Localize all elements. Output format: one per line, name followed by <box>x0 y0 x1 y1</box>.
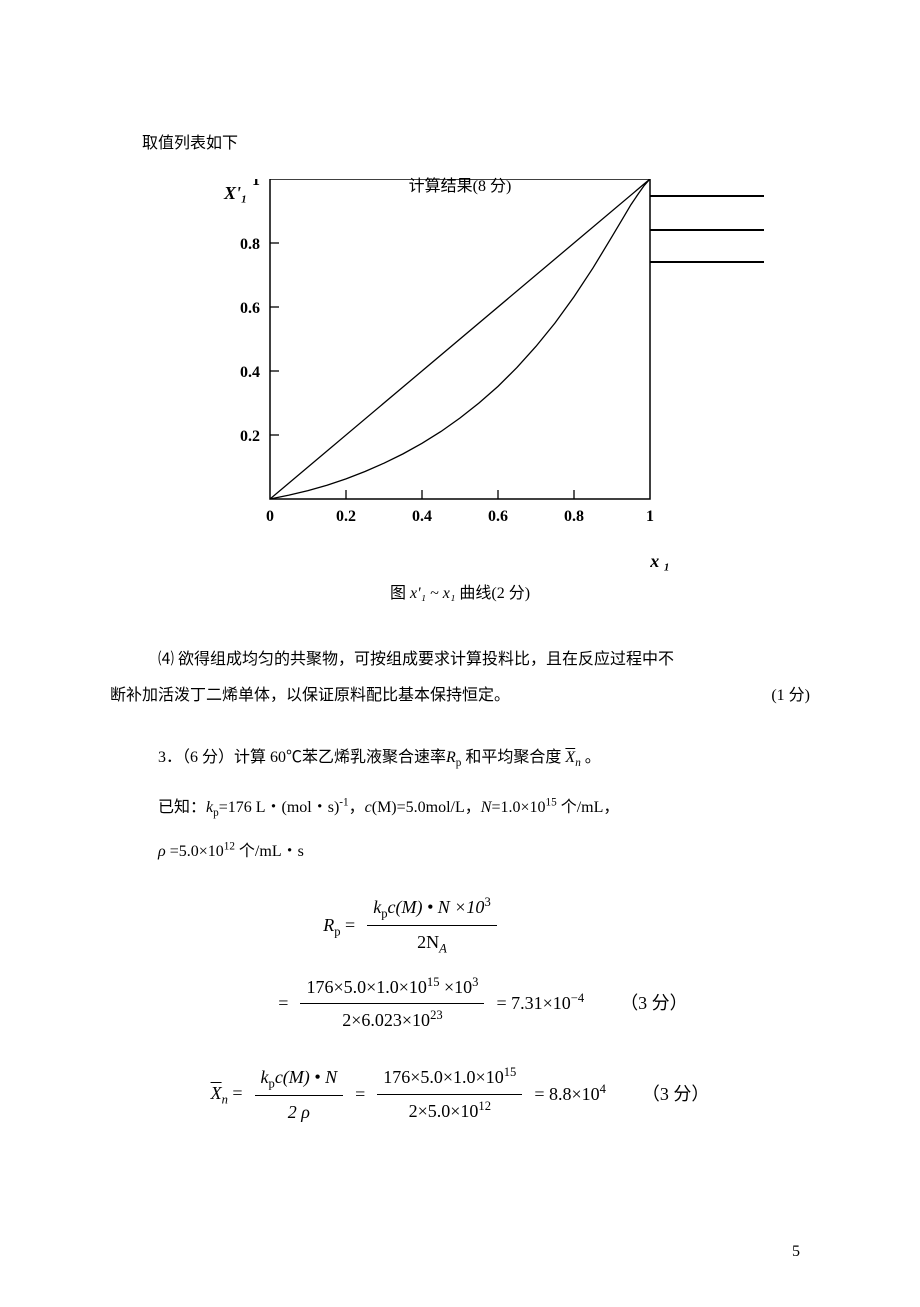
eq1-den2-e: 23 <box>430 1008 443 1022</box>
svg-text:0.4: 0.4 <box>412 508 432 525</box>
eq2-n2: 176×5.0×1.0×10 <box>383 1067 503 1087</box>
intro-text: 取值列表如下 <box>110 130 810 159</box>
caption-prefix: 图 <box>390 585 410 602</box>
N-val: =1.0×10 <box>491 799 545 816</box>
svg-text:0.6: 0.6 <box>240 300 260 317</box>
paragraph-4-line2: 断补加活泼丁二烯单体，以保证原料配比基本保持恒定。 (1 分) <box>110 680 810 712</box>
equation-rp-line1: Rp = kpc(M) • N ×103 2NA <box>110 891 810 961</box>
eq2-n2-e: 15 <box>504 1065 517 1079</box>
eq1-den1: 2N <box>417 932 439 952</box>
N-exp: 15 <box>546 797 557 809</box>
eq2-frac2: 176×5.0×1.0×1015 2×5.0×1012 <box>377 1061 522 1127</box>
rho-val: =5.0×10 <box>166 843 224 860</box>
svg-text:0.2: 0.2 <box>240 428 260 445</box>
given-conditions-2: ρ =5.0×1012 个/mL・s <box>110 834 810 869</box>
para4-score: (1 分) <box>771 680 810 712</box>
sep2: ， <box>465 799 481 816</box>
kp-exp: -1 <box>339 797 348 809</box>
eq2-n1-rest: c(M) • N <box>275 1067 337 1087</box>
kp-val: =176 L・(mol・s) <box>219 799 340 816</box>
equation-xn: Xn = kpc(M) • N 2 ρ = 176×5.0×1.0×1015 2… <box>110 1061 810 1129</box>
eq2-d1: 2 ρ <box>288 1102 310 1122</box>
svg-text:0.8: 0.8 <box>564 508 584 525</box>
eq2-lhs: X <box>211 1083 222 1103</box>
eq1-den1-sub: A <box>439 942 447 956</box>
eq1-num1-k: k <box>373 897 381 917</box>
svg-text:0.8: 0.8 <box>240 236 260 253</box>
equation-rp-line2: = 176×5.0×1.0×1015 ×103 2×6.023×1023 = 7… <box>110 971 810 1037</box>
eq1-num2-e2: 3 <box>472 975 478 989</box>
eq1-frac2: 176×5.0×1.0×1015 ×103 2×6.023×1023 <box>300 971 484 1037</box>
eq2-result-e: 4 <box>600 1082 606 1096</box>
svg-text:0.2: 0.2 <box>336 508 356 525</box>
svg-text:0.6: 0.6 <box>488 508 508 525</box>
question-3: 3．（6 分）计算 60℃苯乙烯乳液聚合速率Rp 和平均聚合度 Xn 。 <box>110 740 810 776</box>
cM-arg: (M)=5.0mol/L <box>372 799 465 816</box>
N-unit: 个/mL， <box>557 799 620 816</box>
eq2-frac1: kpc(M) • N 2 ρ <box>255 1061 344 1129</box>
q3-xn: X <box>565 749 575 766</box>
svg-text:0: 0 <box>266 508 274 525</box>
eq2-d2-e: 12 <box>478 1099 491 1113</box>
para4-text: 断补加活泼丁二烯单体，以保证原料配比基本保持恒定。 <box>110 680 510 712</box>
cM-var: c <box>365 799 372 816</box>
eq2-lhs-sub: n <box>222 1093 228 1107</box>
x-axis-label: x ₁ <box>650 545 670 577</box>
given-label: 已知： <box>158 799 206 816</box>
q3-suffix: 。 <box>581 749 601 766</box>
eq1-frac1: kpc(M) • N ×103 2NA <box>367 891 497 961</box>
rho-unit: 个/mL・s <box>235 843 304 860</box>
rho-exp: 12 <box>224 841 235 853</box>
paragraph-4-line1: ⑷ 欲得组成均匀的共聚物，可按组成要求计算投料比，且在反应过程中不 <box>110 644 810 676</box>
chart-container: 计算结果(8 分) X'₁ 00.20.40.60.810.20.40.60.8… <box>210 179 710 550</box>
eq1-score: （3 分） <box>620 987 688 1019</box>
page-number: 5 <box>792 1238 800 1267</box>
eq2-score: （3 分） <box>642 1078 710 1110</box>
chart-overlay-title: 计算结果(8 分) <box>409 173 512 202</box>
eq2-result: = 8.8×10 <box>534 1084 599 1104</box>
composition-chart: 0 0.2 0.4 0.6 0.8 1 0.2 0.4 0.6 0.8 1 <box>210 179 710 539</box>
svg-text:0.4: 0.4 <box>240 364 260 381</box>
figure-caption: 图 x'₁ ~ x₁ 曲线(2 分) <box>110 580 810 609</box>
caption-suffix: 曲线(2 分) <box>455 585 530 602</box>
eq1-num1-exp: 3 <box>484 895 490 909</box>
eq1-result: = 7.31×10 <box>496 993 570 1013</box>
eq1-lhs-sub: p <box>334 924 340 938</box>
q3-mid: 和平均聚合度 <box>461 749 565 766</box>
eq1-num2: 176×5.0×1.0×10 <box>306 977 426 997</box>
svg-text:1: 1 <box>646 508 654 525</box>
q3-rp: R <box>446 749 456 766</box>
N-var: N <box>481 799 492 816</box>
rho-var: ρ <box>158 843 166 860</box>
caption-math: x'₁ ~ x₁ <box>410 585 455 602</box>
eq1-result-e: −4 <box>571 991 584 1005</box>
sep1: ， <box>349 799 365 816</box>
eq1-num2-e1: 15 <box>427 975 440 989</box>
eq1-lhs: R <box>323 915 334 935</box>
eq1-num2-mid: ×10 <box>440 977 473 997</box>
eq1-num1-rest: c(M) • N ×10 <box>388 897 485 917</box>
given-conditions-1: 已知：kp=176 L・(mol・s)-1，c(M)=5.0mol/L，N=1.… <box>110 790 810 826</box>
eq1-den2: 2×6.023×10 <box>342 1010 430 1030</box>
q3-prefix: 3．（6 分）计算 60℃苯乙烯乳液聚合速率 <box>158 749 446 766</box>
eq2-d2: 2×5.0×10 <box>409 1101 479 1121</box>
svg-text:1: 1 <box>252 179 260 189</box>
eq2-n1-k: k <box>261 1067 269 1087</box>
